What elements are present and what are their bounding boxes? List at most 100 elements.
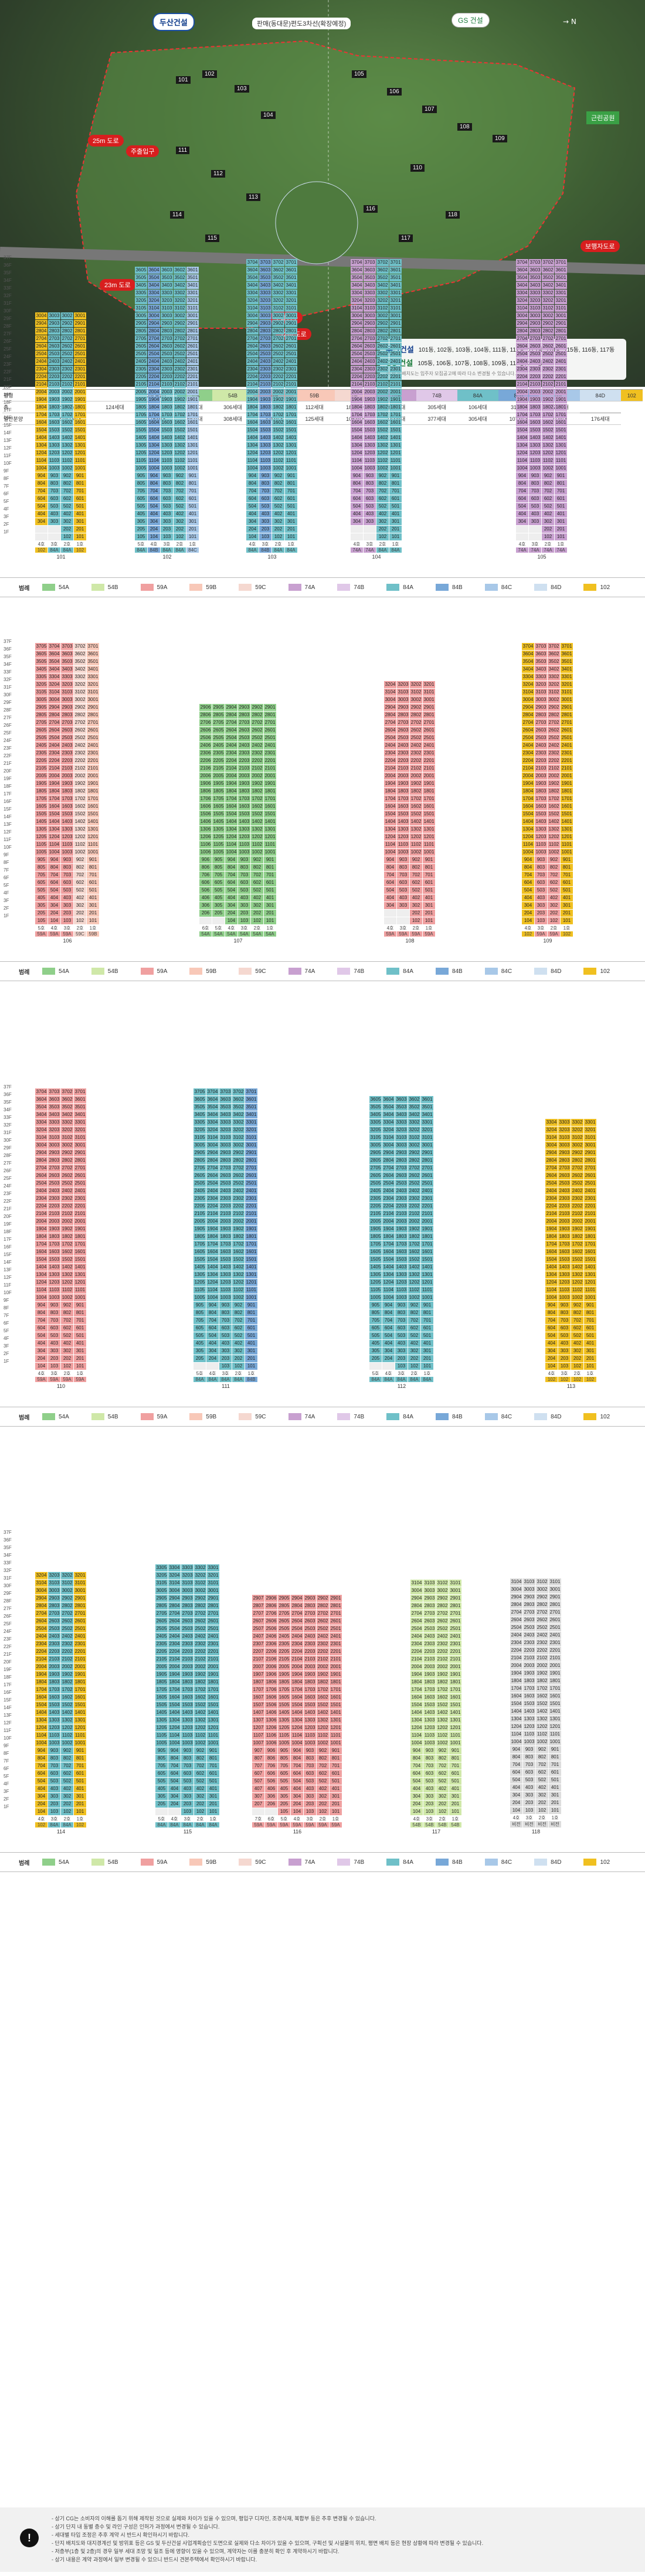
unit-cell[interactable]: 201 (421, 1355, 433, 1362)
unit-cell[interactable]: 2201 (330, 1648, 342, 1655)
dong-112[interactable]: 3605 3604 3603 3602 3601 3505 3504 3503 3502 3501… (369, 1096, 434, 1389)
unit-cell[interactable]: 2704 (410, 1610, 423, 1617)
unit-cell[interactable]: 3304 (522, 673, 534, 680)
unit-cell[interactable]: 1401 (186, 434, 199, 441)
unit-cell[interactable]: 2203 (238, 757, 250, 764)
unit-cell[interactable]: 2303 (48, 366, 60, 373)
unit-cell[interactable]: 3401 (561, 666, 573, 673)
unit-cell[interactable]: 902 (317, 1747, 329, 1754)
unit-cell[interactable]: 402 (74, 894, 86, 901)
unit-cell[interactable]: 2301 (264, 750, 276, 757)
unit-cell[interactable]: 2503 (48, 1625, 60, 1632)
unit-cell[interactable]: 604 (382, 1325, 395, 1332)
unit-cell[interactable]: 1604 (516, 419, 528, 426)
unit-cell[interactable]: 304 (246, 518, 259, 525)
unit-cell[interactable]: 3005 (155, 1587, 168, 1594)
unit-cell[interactable]: 2501 (584, 1180, 596, 1187)
unit-cell[interactable]: 802 (317, 1755, 329, 1762)
unit-cell[interactable]: 404 (384, 894, 396, 901)
unit-cell[interactable]: 3603 (48, 1096, 60, 1103)
unit-cell[interactable]: 203 (523, 1799, 535, 1806)
unit-cell[interactable]: 1302 (376, 442, 389, 449)
unit-cell[interactable]: 804 (351, 480, 363, 487)
unit-cell[interactable]: 1005 (155, 1740, 168, 1747)
unit-cell[interactable]: 2002 (408, 1218, 420, 1225)
unit-cell[interactable]: 803 (395, 1309, 408, 1316)
unit-cell[interactable]: 2001 (74, 1663, 86, 1670)
unit-cell[interactable]: 2703 (48, 1165, 60, 1172)
unit-cell[interactable]: 2602 (272, 343, 284, 350)
unit-cell[interactable]: 2702 (436, 1610, 449, 1617)
unit-cell[interactable]: 1302 (61, 1717, 73, 1724)
unit-cell[interactable]: 1101 (449, 1732, 461, 1739)
unit-cell[interactable]: 703 (219, 1317, 232, 1324)
unit-cell[interactable]: 604 (510, 1769, 522, 1776)
unit-cell[interactable]: 2602 (61, 343, 73, 350)
unit-cell[interactable]: 3302 (194, 1564, 206, 1571)
unit-cell[interactable]: 2704 (522, 719, 534, 726)
unit-cell[interactable]: 1704 (545, 1241, 558, 1248)
unit-cell[interactable]: 1603 (61, 803, 73, 810)
unit-cell[interactable]: 2004 (516, 389, 528, 396)
unit-cell[interactable]: 304 (522, 902, 534, 909)
unit-cell[interactable]: 1301 (245, 1271, 257, 1278)
unit-cell[interactable]: 1604 (225, 803, 237, 810)
unit-cell[interactable]: 1001 (330, 1740, 342, 1747)
unit-cell[interactable]: 1003 (48, 465, 60, 472)
unit-cell[interactable]: 503 (529, 503, 541, 510)
unit-cell[interactable]: 605 (369, 1325, 382, 1332)
unit-cell[interactable]: 3203 (61, 681, 73, 688)
unit-cell[interactable]: 704 (291, 1762, 303, 1769)
unit-cell[interactable]: 704 (351, 488, 363, 495)
unit-cell[interactable]: 2102 (74, 765, 86, 772)
unit-cell[interactable]: 804 (48, 864, 60, 871)
unit-cell[interactable]: 3102 (272, 305, 284, 312)
unit-cell[interactable]: 602 (571, 1325, 583, 1332)
unit-cell[interactable]: 802 (272, 480, 284, 487)
unit-cell[interactable]: 2202 (174, 373, 186, 380)
unit-cell[interactable]: 2803 (48, 328, 60, 335)
unit-cell[interactable]: 402 (548, 894, 560, 901)
unit-cell[interactable]: 3601 (421, 1096, 433, 1103)
unit-cell[interactable]: 2401 (330, 1633, 342, 1640)
unit-cell[interactable]: 2403 (535, 742, 547, 749)
unit-cell[interactable]: 703 (364, 488, 376, 495)
unit-cell[interactable]: 1205 (193, 1279, 206, 1286)
unit-cell[interactable]: 1301 (423, 826, 435, 833)
unit-cell[interactable]: 1602 (61, 419, 73, 426)
unit-cell[interactable]: 1003 (535, 849, 547, 856)
unit-cell[interactable]: 904 (225, 856, 237, 863)
unit-cell[interactable]: 2301 (584, 1195, 596, 1202)
unit-cell[interactable]: 3004 (410, 1587, 423, 1594)
unit-cell[interactable]: 3003 (61, 696, 73, 703)
unit-cell[interactable]: 2301 (555, 366, 567, 373)
unit-cell[interactable]: 2202 (548, 757, 560, 764)
unit-cell[interactable]: 202 (548, 910, 560, 917)
unit-cell[interactable]: 2703 (161, 335, 173, 342)
unit-cell[interactable]: 905 (278, 1747, 290, 1754)
unit-cell[interactable]: 2904 (510, 1594, 522, 1601)
unit-cell[interactable]: 1203 (304, 1724, 316, 1731)
unit-cell[interactable]: 1005 (193, 1294, 206, 1301)
unit-cell[interactable]: 301 (207, 1793, 219, 1800)
unit-cell[interactable] (382, 1363, 395, 1370)
unit-cell[interactable]: 2602 (536, 1617, 548, 1624)
unit-cell[interactable]: 3301 (555, 290, 567, 297)
unit-cell[interactable]: 2205 (193, 1203, 206, 1210)
unit-cell[interactable]: 1401 (449, 1709, 461, 1716)
unit-cell[interactable]: 2606 (265, 1618, 277, 1625)
unit-cell[interactable]: 2805 (278, 1602, 290, 1609)
unit-cell[interactable]: 1001 (207, 1740, 219, 1747)
unit-cell[interactable]: 1404 (225, 818, 237, 825)
unit-cell[interactable]: 2701 (549, 1609, 561, 1616)
unit-cell[interactable]: 2101 (285, 381, 297, 388)
unit-cell[interactable]: 2603 (48, 343, 60, 350)
unit-cell[interactable]: 2904 (206, 1149, 219, 1156)
unit-cell[interactable]: 1602 (536, 1693, 548, 1700)
unit-cell[interactable]: 3405 (35, 666, 47, 673)
unit-cell[interactable]: 1201 (285, 450, 297, 457)
unit-cell[interactable]: 2401 (74, 1187, 86, 1195)
unit-cell[interactable]: 3204 (35, 1572, 47, 1579)
unit-cell[interactable]: 1604 (48, 803, 60, 810)
unit-cell[interactable]: 1104 (148, 457, 160, 464)
